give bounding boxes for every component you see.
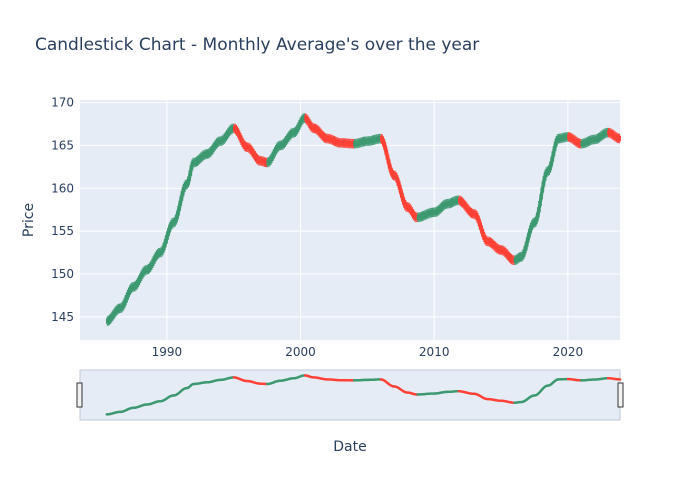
y-tick-label: 155 xyxy=(51,224,74,238)
x-tick-label: 2020 xyxy=(553,345,584,359)
candle-increasing[interactable] xyxy=(539,194,542,207)
candle-increasing[interactable] xyxy=(552,146,556,157)
candle-increasing[interactable] xyxy=(188,170,192,182)
candles[interactable] xyxy=(105,113,621,326)
y-axis-title: Price xyxy=(21,203,37,237)
y-tick-label: 145 xyxy=(51,310,74,324)
x-tick-label: 2010 xyxy=(419,345,450,359)
x-tick-label: 1990 xyxy=(152,345,183,359)
candle-increasing[interactable] xyxy=(537,207,540,218)
candle-increasing[interactable] xyxy=(541,181,545,193)
x-axis-ticks: 1990 2000 2010 2020 xyxy=(152,345,584,359)
x-axis-title: Date xyxy=(333,439,366,455)
plot-area xyxy=(80,100,620,340)
candle-decreasing[interactable] xyxy=(618,135,621,142)
candle-increasing[interactable] xyxy=(542,176,546,187)
candle-increasing[interactable] xyxy=(189,165,193,176)
y-tick-label: 165 xyxy=(51,138,74,152)
range-slider-trace xyxy=(105,374,622,416)
candle-increasing[interactable] xyxy=(538,200,541,213)
candle-increasing[interactable] xyxy=(540,187,543,200)
range-slider-right-handle[interactable] xyxy=(617,382,624,408)
y-tick-label: 150 xyxy=(51,267,74,281)
range-slider[interactable] xyxy=(79,369,621,421)
chart-title: Candlestick Chart - Monthly Average's ov… xyxy=(35,35,479,55)
x-tick-label: 2000 xyxy=(285,345,316,359)
y-axis-ticks: 145 150 155 160 165 170 xyxy=(51,96,74,324)
y-tick-label: 170 xyxy=(51,96,74,110)
y-tick-label: 160 xyxy=(51,181,74,195)
candle-increasing[interactable] xyxy=(551,151,555,162)
range-slider-left-handle[interactable] xyxy=(76,382,83,408)
